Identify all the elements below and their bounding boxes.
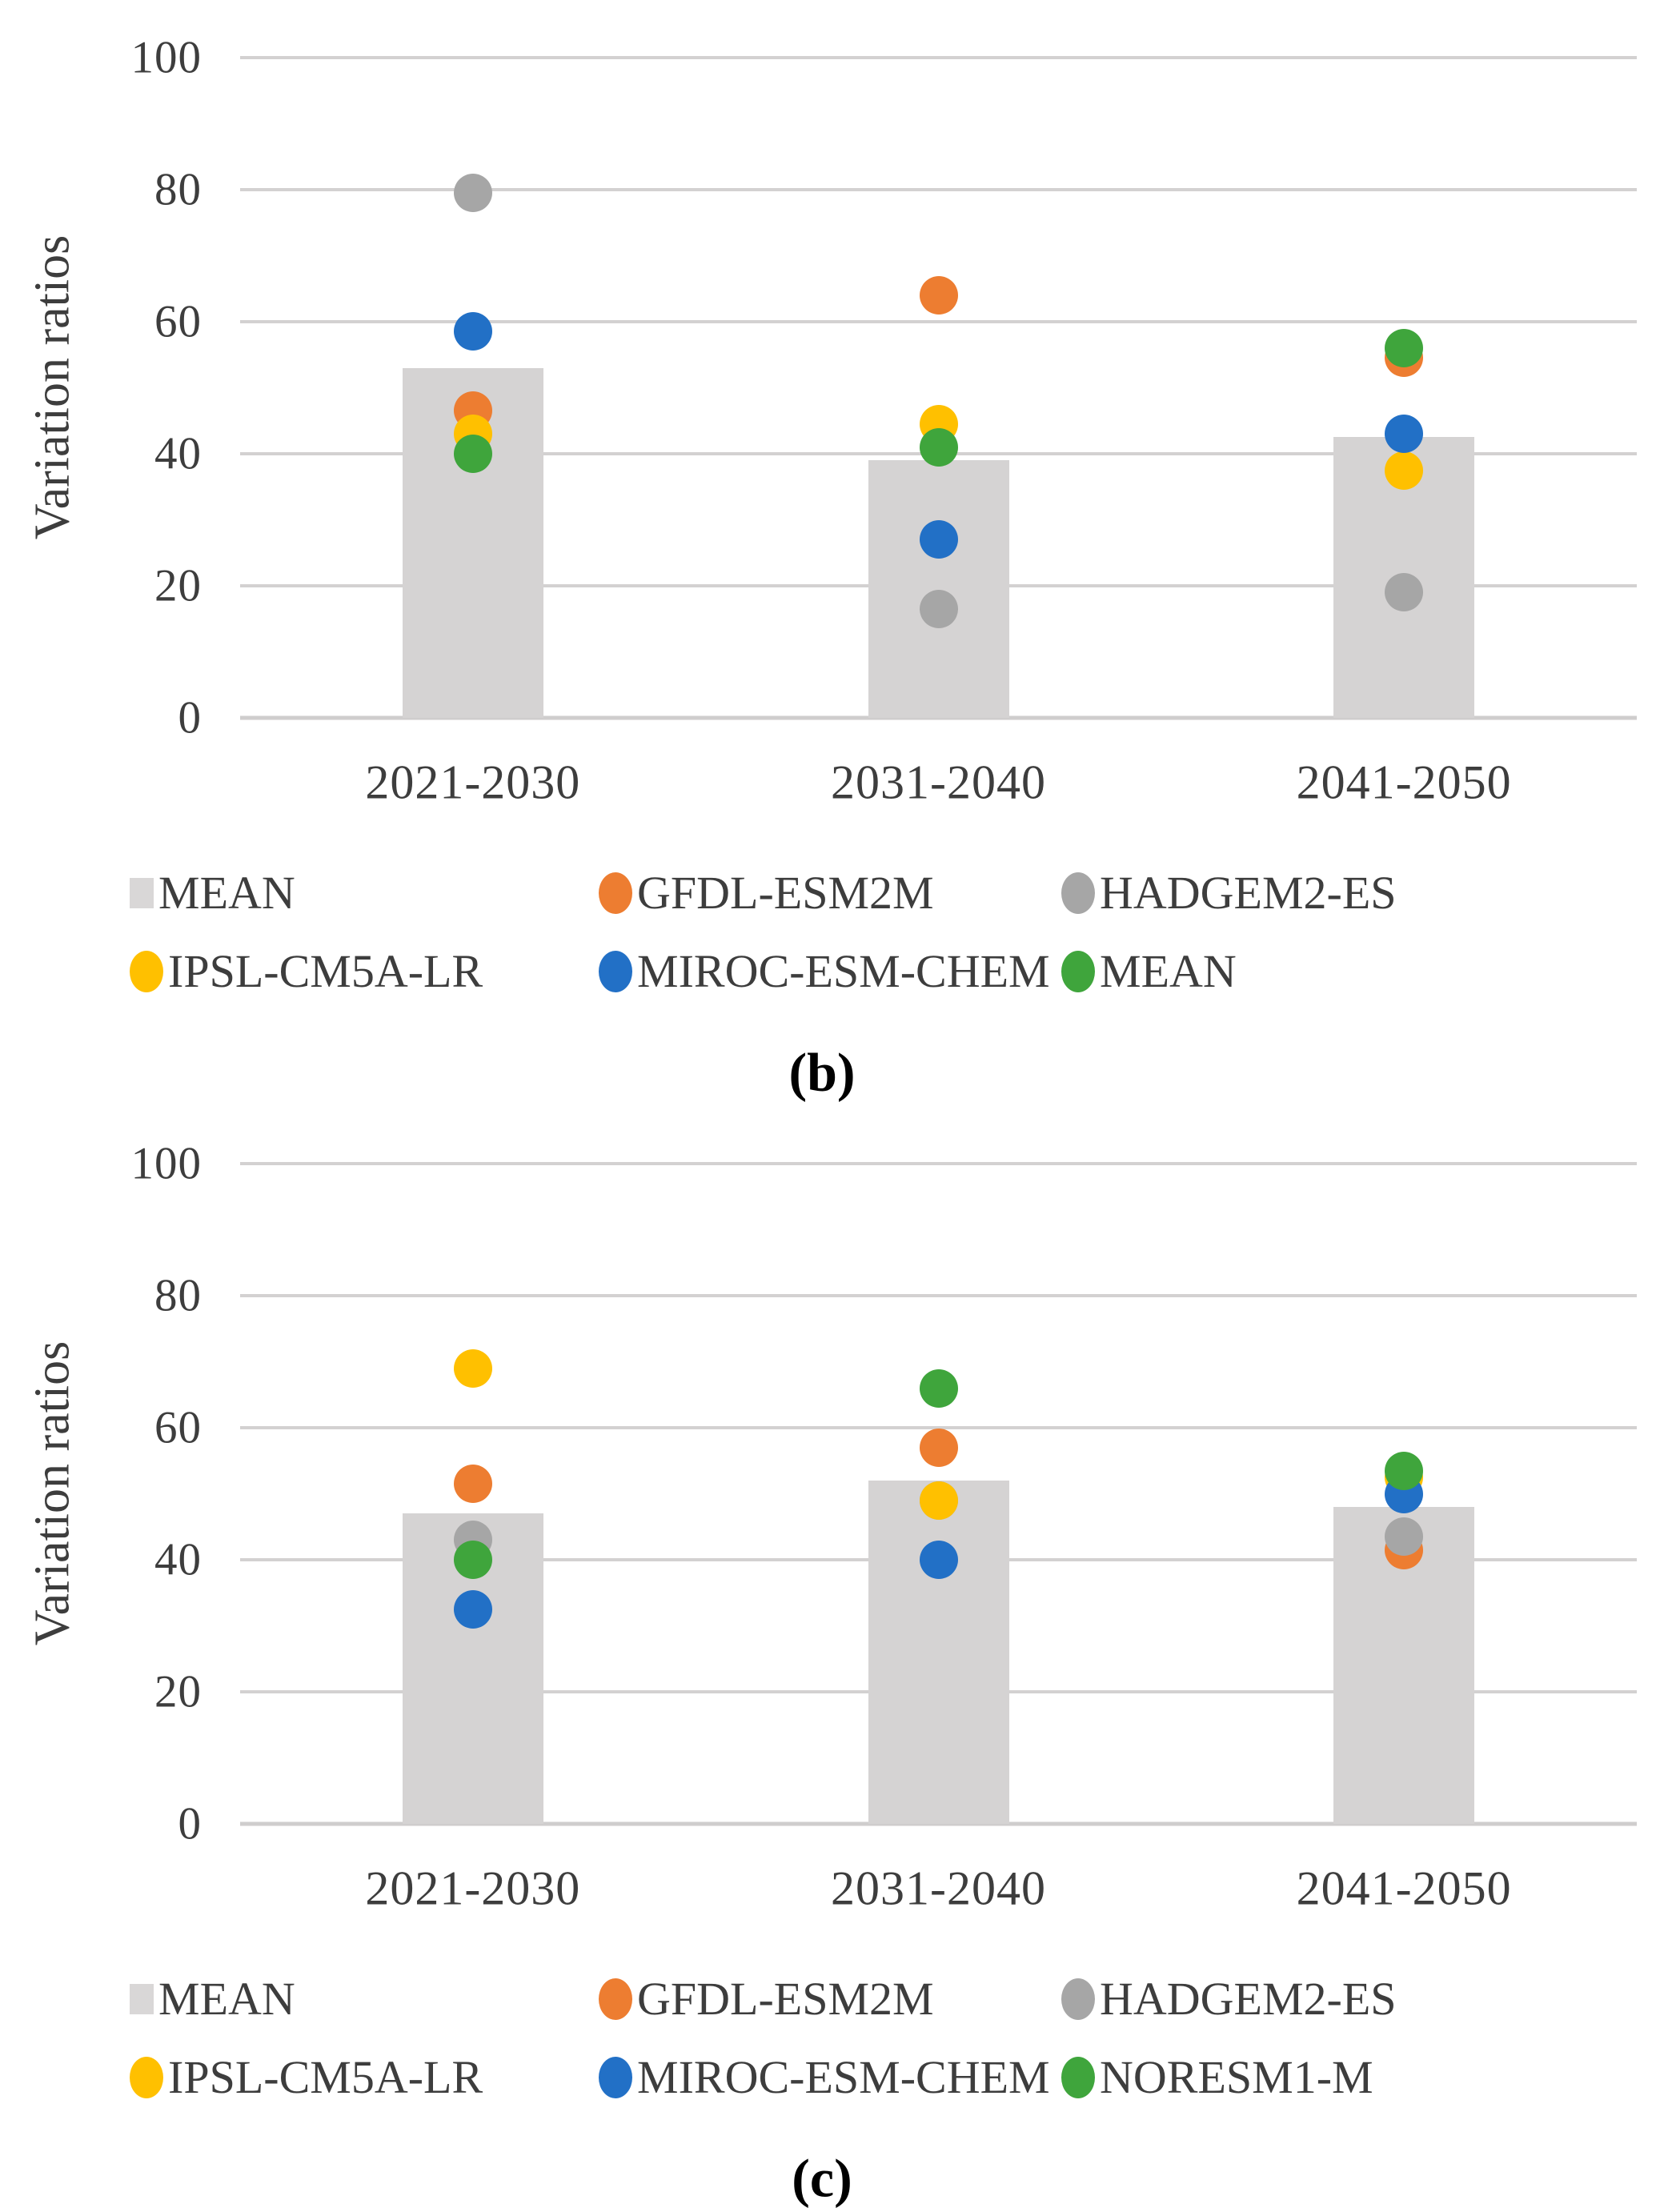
legend-label: MIROC-ESM-CHEM — [637, 2051, 1050, 2103]
y-tick-label-60: 60 — [154, 1402, 202, 1453]
dot-miroc-esm-chem-2031-2040 — [919, 520, 958, 559]
dot-gfdl-esm2m-2021-2030 — [453, 1465, 492, 1504]
y-tick-label-80: 80 — [154, 1270, 202, 1321]
dot-gfdl-esm2m-2031-2040 — [919, 276, 958, 315]
y-tick-label-0: 0 — [178, 692, 202, 743]
dot-ipsl-cm5a-lr-2041-2050 — [1385, 451, 1424, 490]
caption-b: (b) — [788, 1041, 856, 1103]
bar-mean-2031-2040 — [868, 460, 1009, 718]
legend-label: MEAN — [158, 867, 295, 919]
legend-label: MEAN — [158, 1973, 295, 2025]
dot-noresm1-m-2041-2050 — [1385, 1451, 1424, 1490]
legend-circle-icon — [1061, 2056, 1095, 2098]
dot-miroc-esm-chem-2031-2040 — [919, 1541, 958, 1579]
legend-label: GFDL-ESM2M — [637, 1973, 934, 2025]
dot-miroc-esm-chem-2021-2030 — [453, 1589, 492, 1629]
gridline-y80 — [240, 1294, 1637, 1297]
y-tick-label-100: 100 — [130, 1138, 202, 1189]
dot-mean-2041-2050 — [1385, 329, 1424, 367]
y-tick-label-40: 40 — [154, 1534, 202, 1585]
x-tick-label-2041-2050: 2041-2050 — [1296, 755, 1512, 809]
y-tick-label-20: 20 — [154, 1666, 202, 1717]
bar-mean-2031-2040 — [868, 1481, 1009, 1824]
legend-item-miroc-esm-chem: MIROC-ESM-CHEM — [599, 944, 1050, 998]
legend-item-gfdl-esm2m: GFDL-ESM2M — [599, 866, 934, 920]
dot-hadgem2-es-2031-2040 — [919, 589, 958, 628]
legend-circle-icon — [1061, 950, 1095, 992]
legend-square-icon — [130, 1983, 154, 2014]
legend-label: HADGEM2-ES — [1100, 1973, 1397, 2025]
legend-item-miroc-esm-chem: MIROC-ESM-CHEM — [599, 2050, 1050, 2104]
y-tick-label-0: 0 — [178, 1798, 202, 1849]
dot-noresm1-m-2021-2030 — [453, 1541, 492, 1579]
dot-hadgem2-es-2041-2050 — [1385, 1517, 1424, 1557]
legend-label: IPSL-CM5A-LR — [168, 2051, 483, 2103]
legend-circle-icon — [599, 950, 632, 992]
y-tick-label-100: 100 — [130, 32, 202, 83]
gridline-y100 — [240, 1162, 1637, 1165]
gridline-y100 — [240, 56, 1637, 59]
legend-item-hadgem2-es: HADGEM2-ES — [1061, 1972, 1397, 2026]
dot-hadgem2-es-2041-2050 — [1385, 573, 1424, 612]
panel-c: Variation ratios (c) 0 20 40 60 80 100 2021-20… — [0, 1106, 1676, 2212]
y-tick-label-80: 80 — [154, 164, 202, 215]
legend-item-mean: MEAN — [1061, 944, 1237, 998]
dot-noresm1-m-2031-2040 — [919, 1368, 958, 1408]
legend-circle-icon — [1061, 1978, 1095, 2020]
x-axis-line — [240, 715, 1637, 720]
x-tick-label-2031-2040: 2031-2040 — [831, 1861, 1046, 1915]
y-axis-title: Variation ratios — [25, 1340, 80, 1646]
gridline-y80 — [240, 188, 1637, 191]
legend-circle-icon — [130, 950, 163, 992]
gridline-y60 — [240, 320, 1637, 323]
legend-circle-icon — [599, 1978, 632, 2020]
dot-mean-2031-2040 — [919, 427, 958, 467]
dot-mean-2021-2030 — [453, 435, 492, 473]
legend-circle-icon — [130, 2056, 163, 2098]
plot-area-c — [240, 1162, 1637, 1826]
y-tick-label-60: 60 — [154, 296, 202, 347]
x-tick-label-2021-2030: 2021-2030 — [365, 755, 581, 809]
legend-item-ipsl-cm5a-lr: IPSL-CM5A-LR — [130, 944, 483, 998]
dot-gfdl-esm2m-2031-2040 — [919, 1428, 958, 1467]
gridline-y60 — [240, 1426, 1637, 1429]
x-axis-line — [240, 1821, 1637, 1826]
dot-ipsl-cm5a-lr-2031-2040 — [919, 1481, 958, 1520]
legend-item-mean: MEAN — [130, 1972, 295, 2026]
panel-b: Variation ratios (b) 0 20 40 60 80 100 2021-20… — [25, 32, 1637, 1103]
legend-label: HADGEM2-ES — [1100, 867, 1397, 919]
y-axis-title: Variation ratios — [25, 234, 80, 540]
y-tick-label-40: 40 — [154, 428, 202, 479]
legend-label: MIROC-ESM-CHEM — [637, 945, 1050, 997]
y-tick-label-20: 20 — [154, 560, 202, 611]
x-tick-label-2041-2050: 2041-2050 — [1296, 1861, 1512, 1915]
legend-label: MEAN — [1100, 945, 1237, 997]
x-tick-label-2021-2030: 2021-2030 — [365, 1861, 581, 1915]
legend-item-noresm1-m: NORESM1-M — [1061, 2050, 1373, 2104]
dot-ipsl-cm5a-lr-2021-2030 — [453, 1348, 492, 1388]
x-tick-label-2031-2040: 2031-2040 — [831, 755, 1046, 809]
caption-c: (c) — [792, 2147, 852, 2209]
dot-miroc-esm-chem-2041-2050 — [1385, 415, 1424, 454]
legend-item-hadgem2-es: HADGEM2-ES — [1061, 866, 1397, 920]
legend-circle-icon — [599, 2056, 632, 2098]
dot-miroc-esm-chem-2021-2030 — [453, 312, 492, 351]
plot-area-b — [240, 56, 1637, 720]
legend-label: IPSL-CM5A-LR — [168, 945, 483, 997]
legend-label: GFDL-ESM2M — [637, 867, 934, 919]
legend-label: NORESM1-M — [1100, 2051, 1373, 2103]
legend-item-gfdl-esm2m: GFDL-ESM2M — [599, 1972, 934, 2026]
legend-square-icon — [130, 877, 154, 908]
legend-item-mean: MEAN — [130, 866, 295, 920]
legend-circle-icon — [1061, 872, 1095, 914]
legend-item-ipsl-cm5a-lr: IPSL-CM5A-LR — [130, 2050, 483, 2104]
dot-hadgem2-es-2021-2030 — [453, 174, 492, 213]
legend-circle-icon — [599, 872, 632, 914]
